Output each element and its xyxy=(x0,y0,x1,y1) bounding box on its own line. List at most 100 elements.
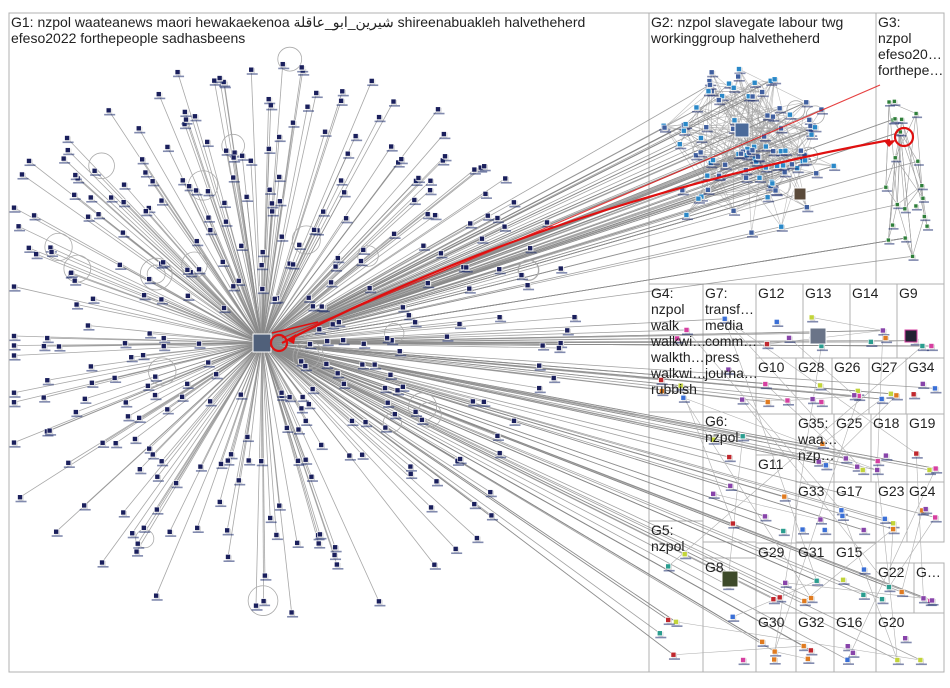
edge xyxy=(261,342,883,600)
group-label-line: G28 xyxy=(798,359,825,375)
node-caption xyxy=(770,82,782,85)
node-icon xyxy=(298,405,305,412)
node-caption xyxy=(339,387,351,389)
node-caption xyxy=(293,433,305,435)
node-icon xyxy=(258,458,265,464)
node xyxy=(708,436,720,445)
node-icon xyxy=(703,124,710,131)
highlight-edge xyxy=(281,138,891,344)
node-caption xyxy=(145,336,157,339)
node xyxy=(405,463,417,472)
node-caption xyxy=(754,181,766,183)
node xyxy=(465,220,477,229)
node-caption xyxy=(770,655,782,657)
node-icon xyxy=(11,283,17,290)
node-icon xyxy=(40,394,47,401)
node-caption xyxy=(668,658,680,660)
node xyxy=(86,363,98,372)
node xyxy=(866,339,878,347)
node xyxy=(534,362,546,371)
edge xyxy=(888,529,894,588)
node-icon xyxy=(922,506,929,512)
node-icon xyxy=(677,382,684,389)
node xyxy=(9,333,21,342)
node-caption xyxy=(152,513,164,515)
node-icon xyxy=(132,436,138,442)
node-icon xyxy=(400,383,406,390)
node xyxy=(45,427,57,436)
node-caption xyxy=(763,405,775,408)
node xyxy=(413,175,425,184)
node-icon xyxy=(26,245,32,251)
node-caption xyxy=(920,219,931,222)
node-caption xyxy=(209,84,221,86)
node xyxy=(525,245,537,254)
node-caption xyxy=(440,159,452,162)
edge xyxy=(208,217,263,344)
node-caption xyxy=(405,470,417,472)
node-caption xyxy=(9,405,21,408)
node-icon xyxy=(859,467,866,473)
node-icon xyxy=(273,532,280,538)
node-icon xyxy=(929,597,935,604)
node-icon xyxy=(382,385,388,391)
node xyxy=(215,499,227,508)
node-icon xyxy=(85,213,91,220)
node-icon xyxy=(781,493,788,500)
node xyxy=(274,134,286,143)
node xyxy=(760,513,772,522)
node-icon xyxy=(259,249,266,255)
node-caption xyxy=(297,70,309,73)
self-loop xyxy=(292,340,324,372)
node xyxy=(256,458,268,467)
node-icon xyxy=(269,200,275,207)
node-caption xyxy=(748,99,760,102)
node-icon xyxy=(881,516,888,522)
node-caption xyxy=(733,80,745,82)
node-icon xyxy=(808,314,815,321)
node-icon xyxy=(893,392,900,399)
node-caption xyxy=(159,349,171,352)
node-icon xyxy=(926,467,933,473)
node-icon xyxy=(11,439,17,446)
node xyxy=(776,223,788,232)
node-icon xyxy=(56,343,62,350)
node-icon xyxy=(710,436,717,443)
node-icon xyxy=(141,292,147,299)
edge xyxy=(261,237,906,344)
node-icon xyxy=(205,188,211,195)
node-caption xyxy=(808,402,820,405)
node-caption xyxy=(785,118,797,120)
node-icon xyxy=(557,265,564,272)
node xyxy=(293,426,305,435)
group-label-g25: G25 xyxy=(836,415,863,431)
node xyxy=(799,598,811,607)
node-icon xyxy=(286,394,293,400)
node-caption xyxy=(886,397,898,399)
node-icon xyxy=(782,147,789,154)
node-icon xyxy=(391,231,397,237)
node-caption xyxy=(127,536,139,539)
node-caption xyxy=(780,154,792,156)
self-loop xyxy=(517,259,540,281)
node-icon xyxy=(571,314,578,320)
node-caption xyxy=(138,358,150,361)
node xyxy=(316,442,328,451)
node-caption xyxy=(118,236,130,238)
node-icon xyxy=(295,426,302,433)
node xyxy=(396,156,408,165)
node-icon xyxy=(890,526,896,532)
node-icon xyxy=(902,235,908,241)
node-caption xyxy=(778,534,790,537)
node xyxy=(367,78,379,87)
node xyxy=(119,199,131,208)
group-label-line: nzpol xyxy=(651,538,684,554)
node-icon xyxy=(894,657,901,663)
node xyxy=(701,124,713,133)
node-icon xyxy=(438,250,444,257)
node-caption xyxy=(275,204,287,207)
node xyxy=(358,247,370,255)
edge xyxy=(804,528,894,602)
node xyxy=(9,439,21,448)
node-caption xyxy=(320,135,332,137)
